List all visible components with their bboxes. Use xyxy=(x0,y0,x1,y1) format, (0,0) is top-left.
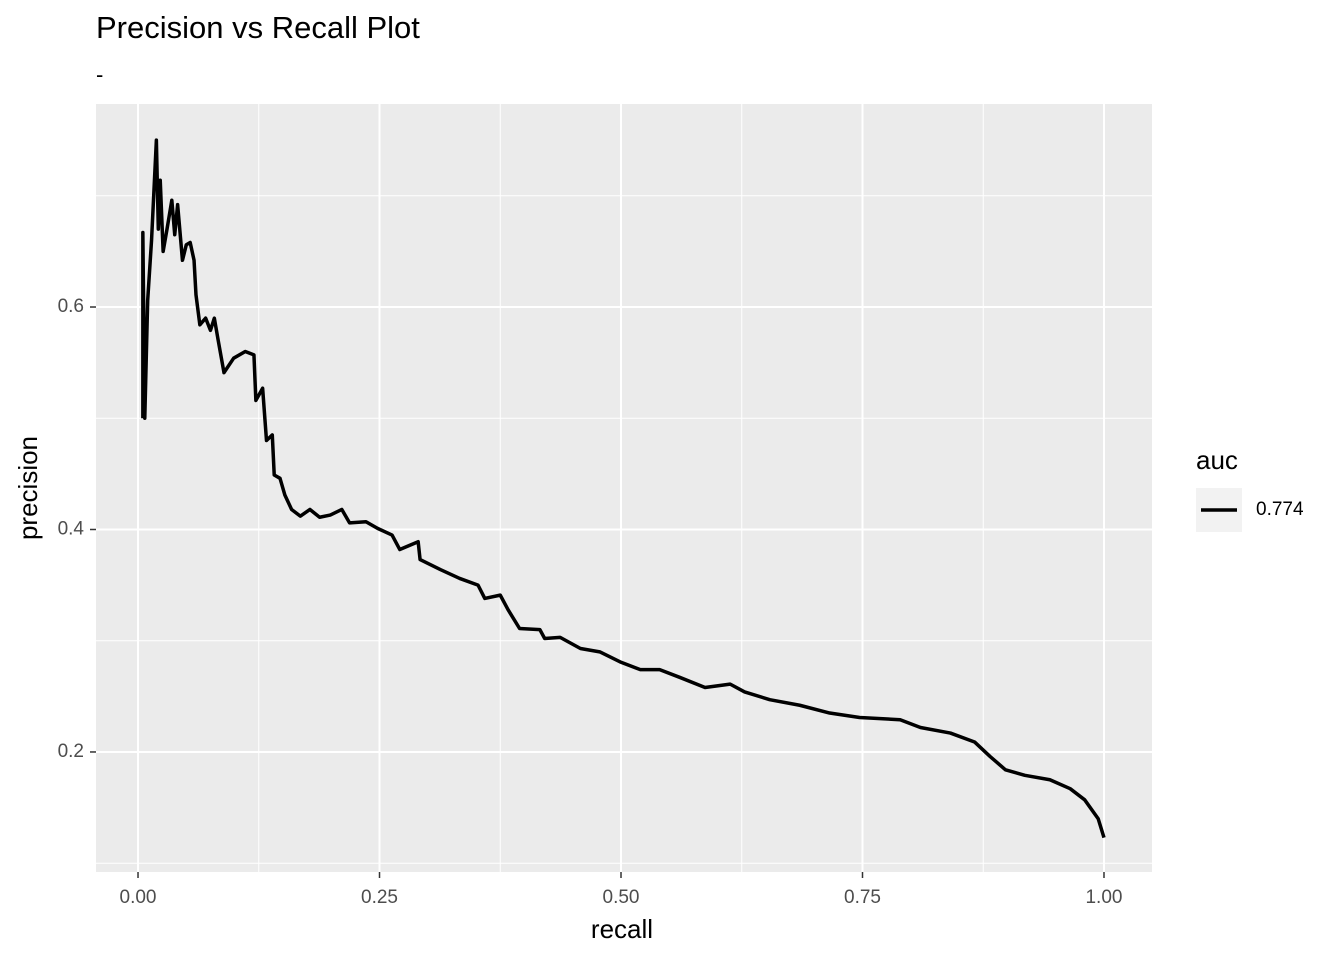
y-tick-label: 0.6 xyxy=(58,296,84,317)
plot-panel xyxy=(96,104,1152,872)
x-tick-label: 0.00 xyxy=(120,887,157,908)
x-tick-label: 0.50 xyxy=(603,887,640,908)
legend-title: auc xyxy=(1196,445,1238,475)
x-tick-label: 1.00 xyxy=(1085,887,1122,908)
x-tick-label: 0.75 xyxy=(844,887,881,908)
x-axis-title: recall xyxy=(591,914,653,944)
y-tick-label: 0.4 xyxy=(58,519,85,540)
data-line xyxy=(141,138,1106,839)
chart-subtitle: - xyxy=(96,62,103,87)
y-axis-title: precision xyxy=(13,436,43,540)
chart-title: Precision vs Recall Plot xyxy=(96,10,420,45)
x-tick-label: 0.25 xyxy=(361,887,398,908)
legend-label: 0.774 xyxy=(1256,499,1304,520)
y-tick-label: 0.2 xyxy=(58,741,84,762)
